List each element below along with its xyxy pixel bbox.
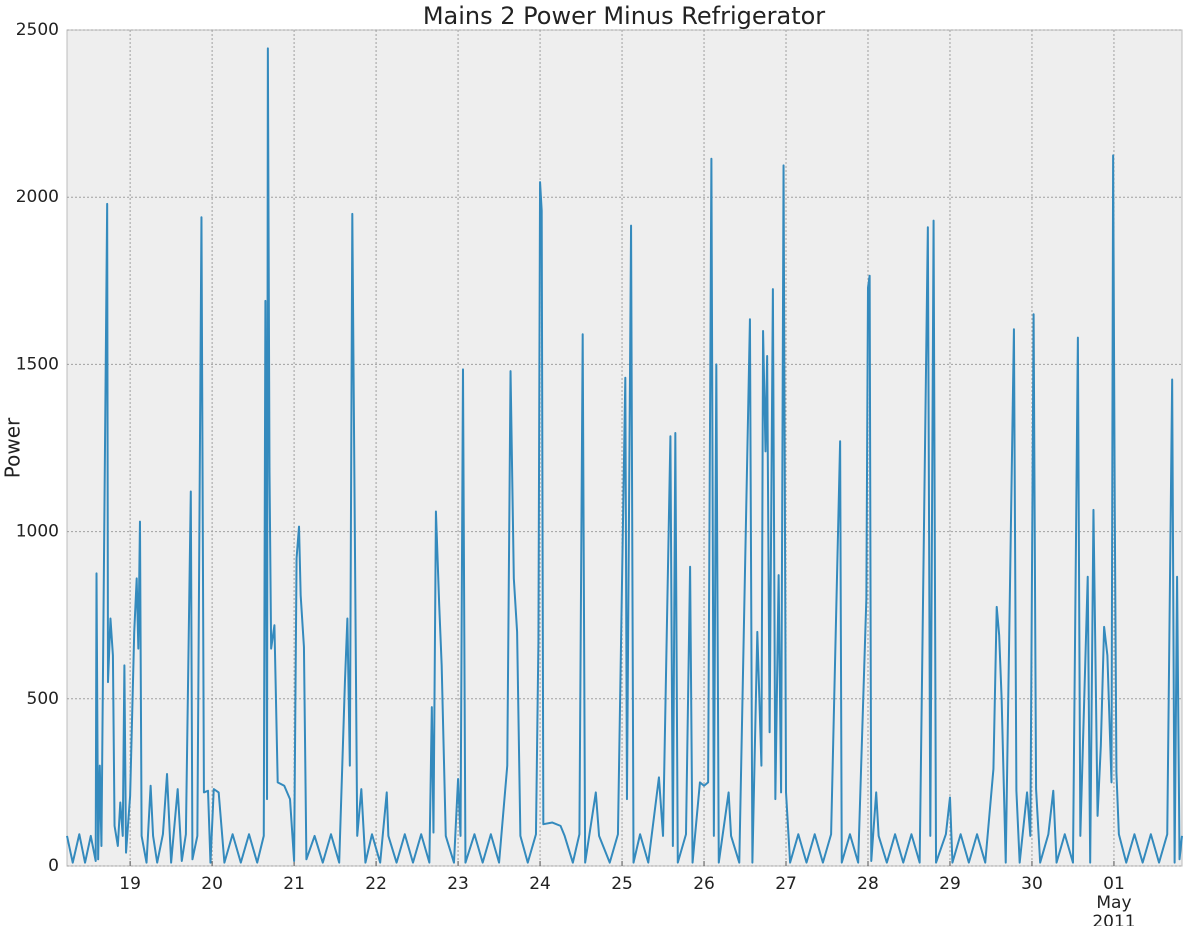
x-tick-label: 25 <box>611 874 633 894</box>
x-tick-label: 27 <box>775 874 797 894</box>
x-tick-label: 30 <box>1021 874 1043 894</box>
marks <box>66 47 1183 864</box>
x-tick-label: 20 <box>201 874 223 894</box>
y-tick-label: 2500 <box>16 20 59 40</box>
y-tick-label: 1500 <box>16 354 59 374</box>
labels: 0 500 1000 1500 2000 2500 19 20 21 22 23 24 25 26 27 28… <box>16 20 1136 926</box>
x-tick-label-line: 01 <box>1103 874 1125 894</box>
y-tick-label: 0 <box>48 856 59 876</box>
x-tick-label: 21 <box>283 874 305 894</box>
x-tick-label: 24 <box>529 874 551 894</box>
x-tick-label: 01 May 2011 <box>1092 874 1135 926</box>
x-tick-label: 28 <box>857 874 879 894</box>
y-tick-label: 1000 <box>16 522 59 542</box>
line-series <box>66 47 1183 864</box>
x-tick-label: 19 <box>119 874 141 894</box>
x-tick-label: 26 <box>693 874 715 894</box>
chart-title: Mains 2 Power Minus Refrigerator <box>423 2 825 30</box>
x-tick-label-line: 2011 <box>1092 912 1135 926</box>
y-tick-label: 2000 <box>16 187 59 207</box>
y-tick-label: 500 <box>27 689 59 709</box>
x-tick-label: 23 <box>447 874 469 894</box>
x-tick-label-line: May <box>1096 893 1131 913</box>
x-tick-label: 29 <box>939 874 961 894</box>
x-tick-label: 22 <box>365 874 387 894</box>
y-axis-label: Power <box>1 417 25 478</box>
